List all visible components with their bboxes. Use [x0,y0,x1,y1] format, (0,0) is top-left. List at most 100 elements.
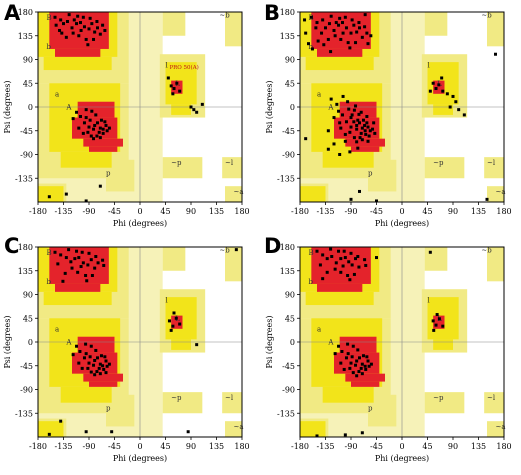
data-point [360,372,364,376]
ramachandran-plot-b: BbAaLlp~b~p~l~a-180-135-90-4504590135180… [265,8,512,228]
data-point [53,15,57,19]
data-point [47,432,51,436]
data-point [326,129,330,133]
data-point [169,84,173,88]
y-tick-label: -90 [20,386,33,395]
region-label: b [309,278,314,286]
x-tick-label: -90 [345,442,358,451]
data-point [104,123,108,127]
data-point [363,13,367,17]
x-tick-label: 90 [448,442,458,451]
data-point [88,118,92,122]
data-point [63,271,67,275]
y-tick-label: 45 [285,314,295,323]
y-tick-label: 90 [285,291,295,300]
data-point [315,21,319,25]
x-axis-label: Phi (degrees) [113,219,167,228]
data-point [76,14,80,18]
y-axis-label: Psi (degrees) [265,316,274,369]
data-point [366,359,370,363]
generous-region [487,421,504,437]
data-point [96,356,99,360]
data-point [71,117,75,121]
region-label: l [166,296,169,304]
data-point [352,23,356,27]
data-point [364,367,368,371]
panel-letter-d: D [264,234,282,258]
data-point [352,272,356,276]
generous-region [225,247,242,282]
data-point [462,113,466,117]
data-point [349,361,353,365]
data-point [375,256,378,260]
y-tick-label: 135 [280,32,295,41]
data-point [354,257,358,261]
core-region [83,373,123,382]
data-point [166,76,170,80]
data-point [169,328,173,332]
x-tick-label: -180 [29,207,47,216]
data-point [346,274,350,277]
x-tick-label: -90 [345,207,358,216]
data-point [365,121,369,125]
data-point [494,52,497,56]
data-point [366,42,370,46]
data-point [98,372,102,376]
data-point [329,97,333,101]
data-point [80,366,84,370]
data-point [354,363,358,367]
x-tick-label: 135 [209,207,224,216]
data-point [90,22,94,26]
data-point [441,89,445,93]
data-point [195,110,199,114]
data-point [340,350,344,353]
data-point [56,262,60,266]
generous-region [222,157,242,179]
x-tick-label: 90 [186,442,196,451]
region-label: ~a [234,188,244,196]
data-point [47,195,51,199]
region-label: l [428,61,431,69]
data-point [62,22,65,26]
allowed-region [60,151,112,168]
data-point [364,132,368,136]
data-point [89,370,93,374]
y-tick-label: 0 [28,103,33,112]
data-point [348,46,352,50]
data-point [69,260,73,264]
data-point [321,277,325,281]
x-tick-label: 90 [186,207,196,216]
data-point [341,264,345,268]
x-tick-label: -135 [55,442,73,451]
data-point [361,354,365,358]
data-point [341,21,344,25]
data-point [347,260,351,264]
data-point [369,34,373,38]
data-point [321,253,325,257]
data-point [356,146,360,150]
data-point [81,15,85,19]
x-axis-label: Phi (degrees) [375,454,429,463]
data-point [101,131,105,135]
allowed-region [322,151,374,168]
data-point [351,371,355,375]
data-point [103,28,107,32]
y-tick-label: -45 [20,362,33,371]
data-point [307,42,310,46]
data-point [54,23,58,27]
data-point [92,127,96,131]
data-point [304,137,308,141]
y-tick-label: 45 [23,314,33,323]
ramachandran-plot-a: BbAaLlp~b~p~l~a-180-135-90-4504590135180… [3,8,250,228]
data-point [440,76,444,80]
data-point [304,31,308,35]
data-point [101,127,105,131]
data-point [437,317,441,321]
data-point [325,270,329,274]
data-point [339,270,343,274]
y-tick-label: -135 [277,409,295,418]
x-tick-label: 0 [137,207,142,216]
data-point [338,16,342,20]
x-axis-label: Phi (degrees) [113,454,167,463]
core-region [77,336,115,353]
